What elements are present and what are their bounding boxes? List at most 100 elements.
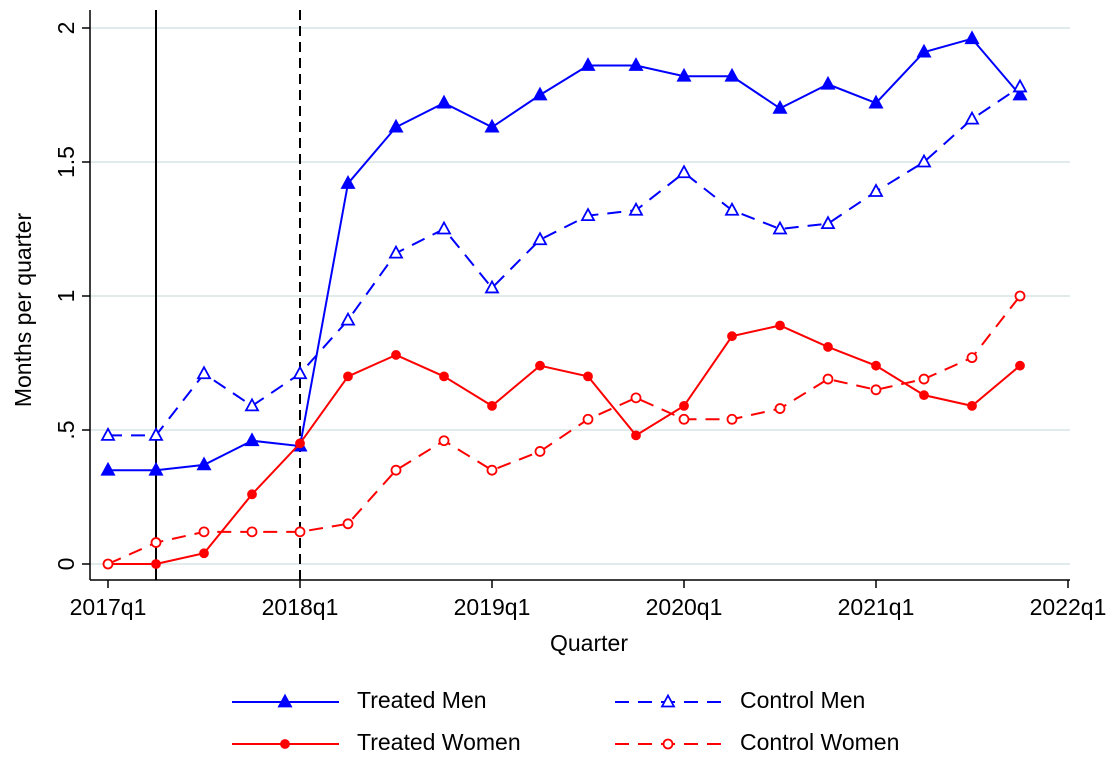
data-point (580, 57, 596, 71)
data-point (532, 86, 548, 101)
data-point (631, 430, 641, 441)
data-point (102, 558, 114, 570)
data-point (580, 207, 596, 221)
legend-marker (660, 693, 676, 708)
data-point (964, 110, 980, 125)
data-point (294, 526, 306, 538)
data-point (247, 489, 257, 500)
data-point (148, 461, 164, 476)
series-line (107, 295, 1021, 565)
data-point (918, 373, 930, 385)
y-axis-label: Months per quarter (10, 213, 36, 408)
data-point (343, 371, 353, 382)
data-point (439, 371, 449, 382)
series-line (108, 324, 1021, 565)
y-tick-label: 1.5 (53, 146, 79, 178)
data-point (772, 220, 788, 235)
data-point (295, 438, 305, 449)
data-point (340, 311, 356, 326)
data-point (727, 331, 737, 342)
data-point (484, 118, 500, 133)
data-point (388, 118, 404, 133)
data-point (628, 57, 644, 71)
data-point (1015, 360, 1025, 371)
data-point (820, 75, 836, 90)
data-point (822, 373, 834, 385)
legend-marker (277, 693, 293, 708)
x-tick-label: 2021q1 (838, 594, 915, 620)
x-tick-label: 2020q1 (646, 594, 723, 620)
data-point (676, 164, 692, 179)
x-tick-label: 2017q1 (70, 594, 147, 620)
data-point (868, 94, 884, 109)
data-point (100, 461, 116, 476)
data-point (391, 350, 401, 360)
data-point (148, 426, 164, 441)
data-point (196, 365, 212, 380)
data-point (244, 432, 260, 447)
data-point (340, 175, 356, 189)
data-point (724, 67, 740, 82)
data-point (1012, 78, 1028, 93)
data-point (676, 67, 692, 82)
data-point (486, 464, 498, 476)
x-tick-label: 2022q1 (1030, 594, 1107, 620)
data-point (150, 537, 162, 548)
y-tick-label: 0 (53, 558, 79, 571)
legend-marker (280, 739, 290, 749)
data-point (532, 231, 548, 246)
data-point (1012, 86, 1028, 101)
x-tick-label: 2018q1 (262, 594, 339, 620)
series-line (108, 86, 1021, 437)
data-point (484, 279, 500, 294)
data-point (100, 426, 116, 441)
data-point (774, 403, 786, 414)
data-point (438, 435, 450, 447)
series-line (108, 37, 1021, 472)
y-tick-label: .5 (53, 420, 79, 439)
data-point (679, 400, 689, 411)
legend-label: Treated Women (357, 729, 521, 755)
data-point (967, 400, 977, 411)
data-point (583, 371, 593, 382)
legend-label: Control Men (740, 687, 865, 713)
data-point (1014, 290, 1026, 302)
data-point (388, 244, 404, 259)
data-point (244, 397, 260, 412)
data-point (292, 365, 308, 380)
data-point (823, 342, 833, 352)
data-point (246, 526, 258, 538)
data-point (390, 464, 402, 476)
data-point (436, 220, 452, 235)
data-point (582, 413, 594, 425)
data-point (964, 30, 980, 45)
data-point (436, 94, 452, 109)
data-point (820, 215, 836, 230)
data-point (342, 518, 354, 530)
data-point (916, 153, 932, 168)
data-point (628, 201, 644, 216)
data-point (151, 559, 161, 569)
data-point (724, 201, 740, 216)
y-tick-label: 1 (53, 290, 79, 303)
data-point (868, 183, 884, 197)
data-point (772, 100, 788, 114)
data-point (196, 456, 212, 471)
data-point (630, 392, 642, 404)
data-point (919, 390, 929, 401)
x-axis-label: Quarter (550, 630, 628, 656)
data-point (198, 526, 210, 538)
data-point (534, 446, 546, 457)
data-point (678, 413, 690, 425)
x-tick-label: 2019q1 (454, 594, 531, 620)
data-point (535, 360, 545, 371)
legend-marker (662, 738, 674, 750)
data-point (870, 384, 882, 396)
data-point (487, 400, 497, 411)
data-point (916, 43, 932, 58)
data-point (871, 360, 881, 371)
legend-label: Control Women (740, 729, 899, 755)
data-point (775, 320, 785, 331)
data-point (726, 413, 738, 425)
